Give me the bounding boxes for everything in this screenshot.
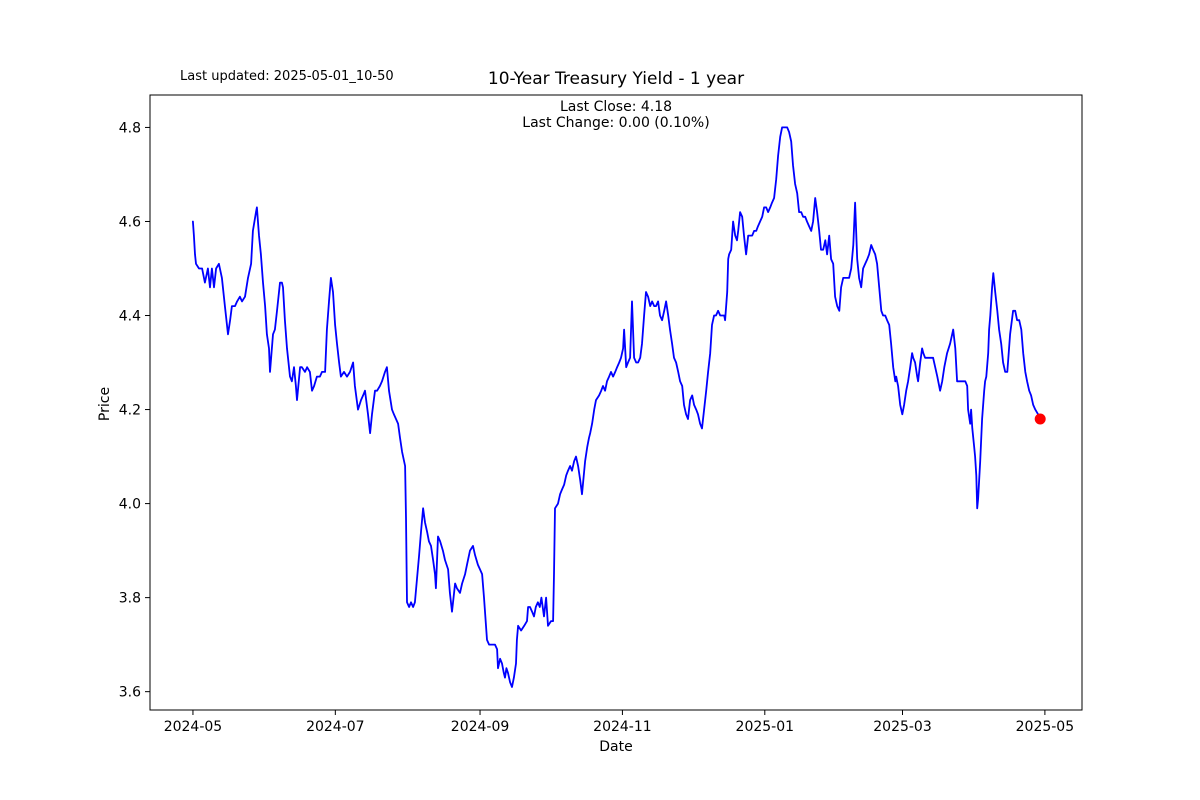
y-tick-label: 4.0 bbox=[119, 497, 141, 513]
y-tick-label: 4.2 bbox=[119, 403, 141, 419]
x-axis-label: Date bbox=[599, 739, 633, 755]
y-tick-label: 3.8 bbox=[119, 591, 141, 607]
y-tick-label: 3.6 bbox=[119, 685, 141, 701]
chart-subtitle-line-1: Last Close: 4.18 bbox=[559, 99, 673, 115]
y-tick-label: 4.8 bbox=[119, 120, 141, 136]
x-tick-label: 2024-11 bbox=[593, 719, 652, 735]
x-tick-label: 2024-07 bbox=[306, 719, 365, 735]
price-line bbox=[192, 126, 1042, 688]
last-updated-note: Last updated: 2025-05-01_10-50 bbox=[180, 69, 394, 84]
x-tick-label: 2024-09 bbox=[451, 719, 510, 735]
y-tick-label: 4.4 bbox=[119, 309, 141, 325]
plot-border bbox=[149, 94, 1083, 711]
last-price-marker bbox=[1034, 413, 1046, 425]
x-tick-label: 2024-05 bbox=[164, 719, 223, 735]
chart-title: 10-Year Treasury Yield - 1 year bbox=[487, 69, 745, 89]
x-tick-label: 2025-03 bbox=[873, 719, 932, 735]
y-tick-label: 4.6 bbox=[119, 214, 141, 230]
chart-subtitle-line-2: Last Change: 0.00 (0.10%) bbox=[522, 115, 710, 131]
x-tick-label: 2025-05 bbox=[1016, 719, 1075, 735]
x-tick-label: 2025-01 bbox=[736, 719, 795, 735]
